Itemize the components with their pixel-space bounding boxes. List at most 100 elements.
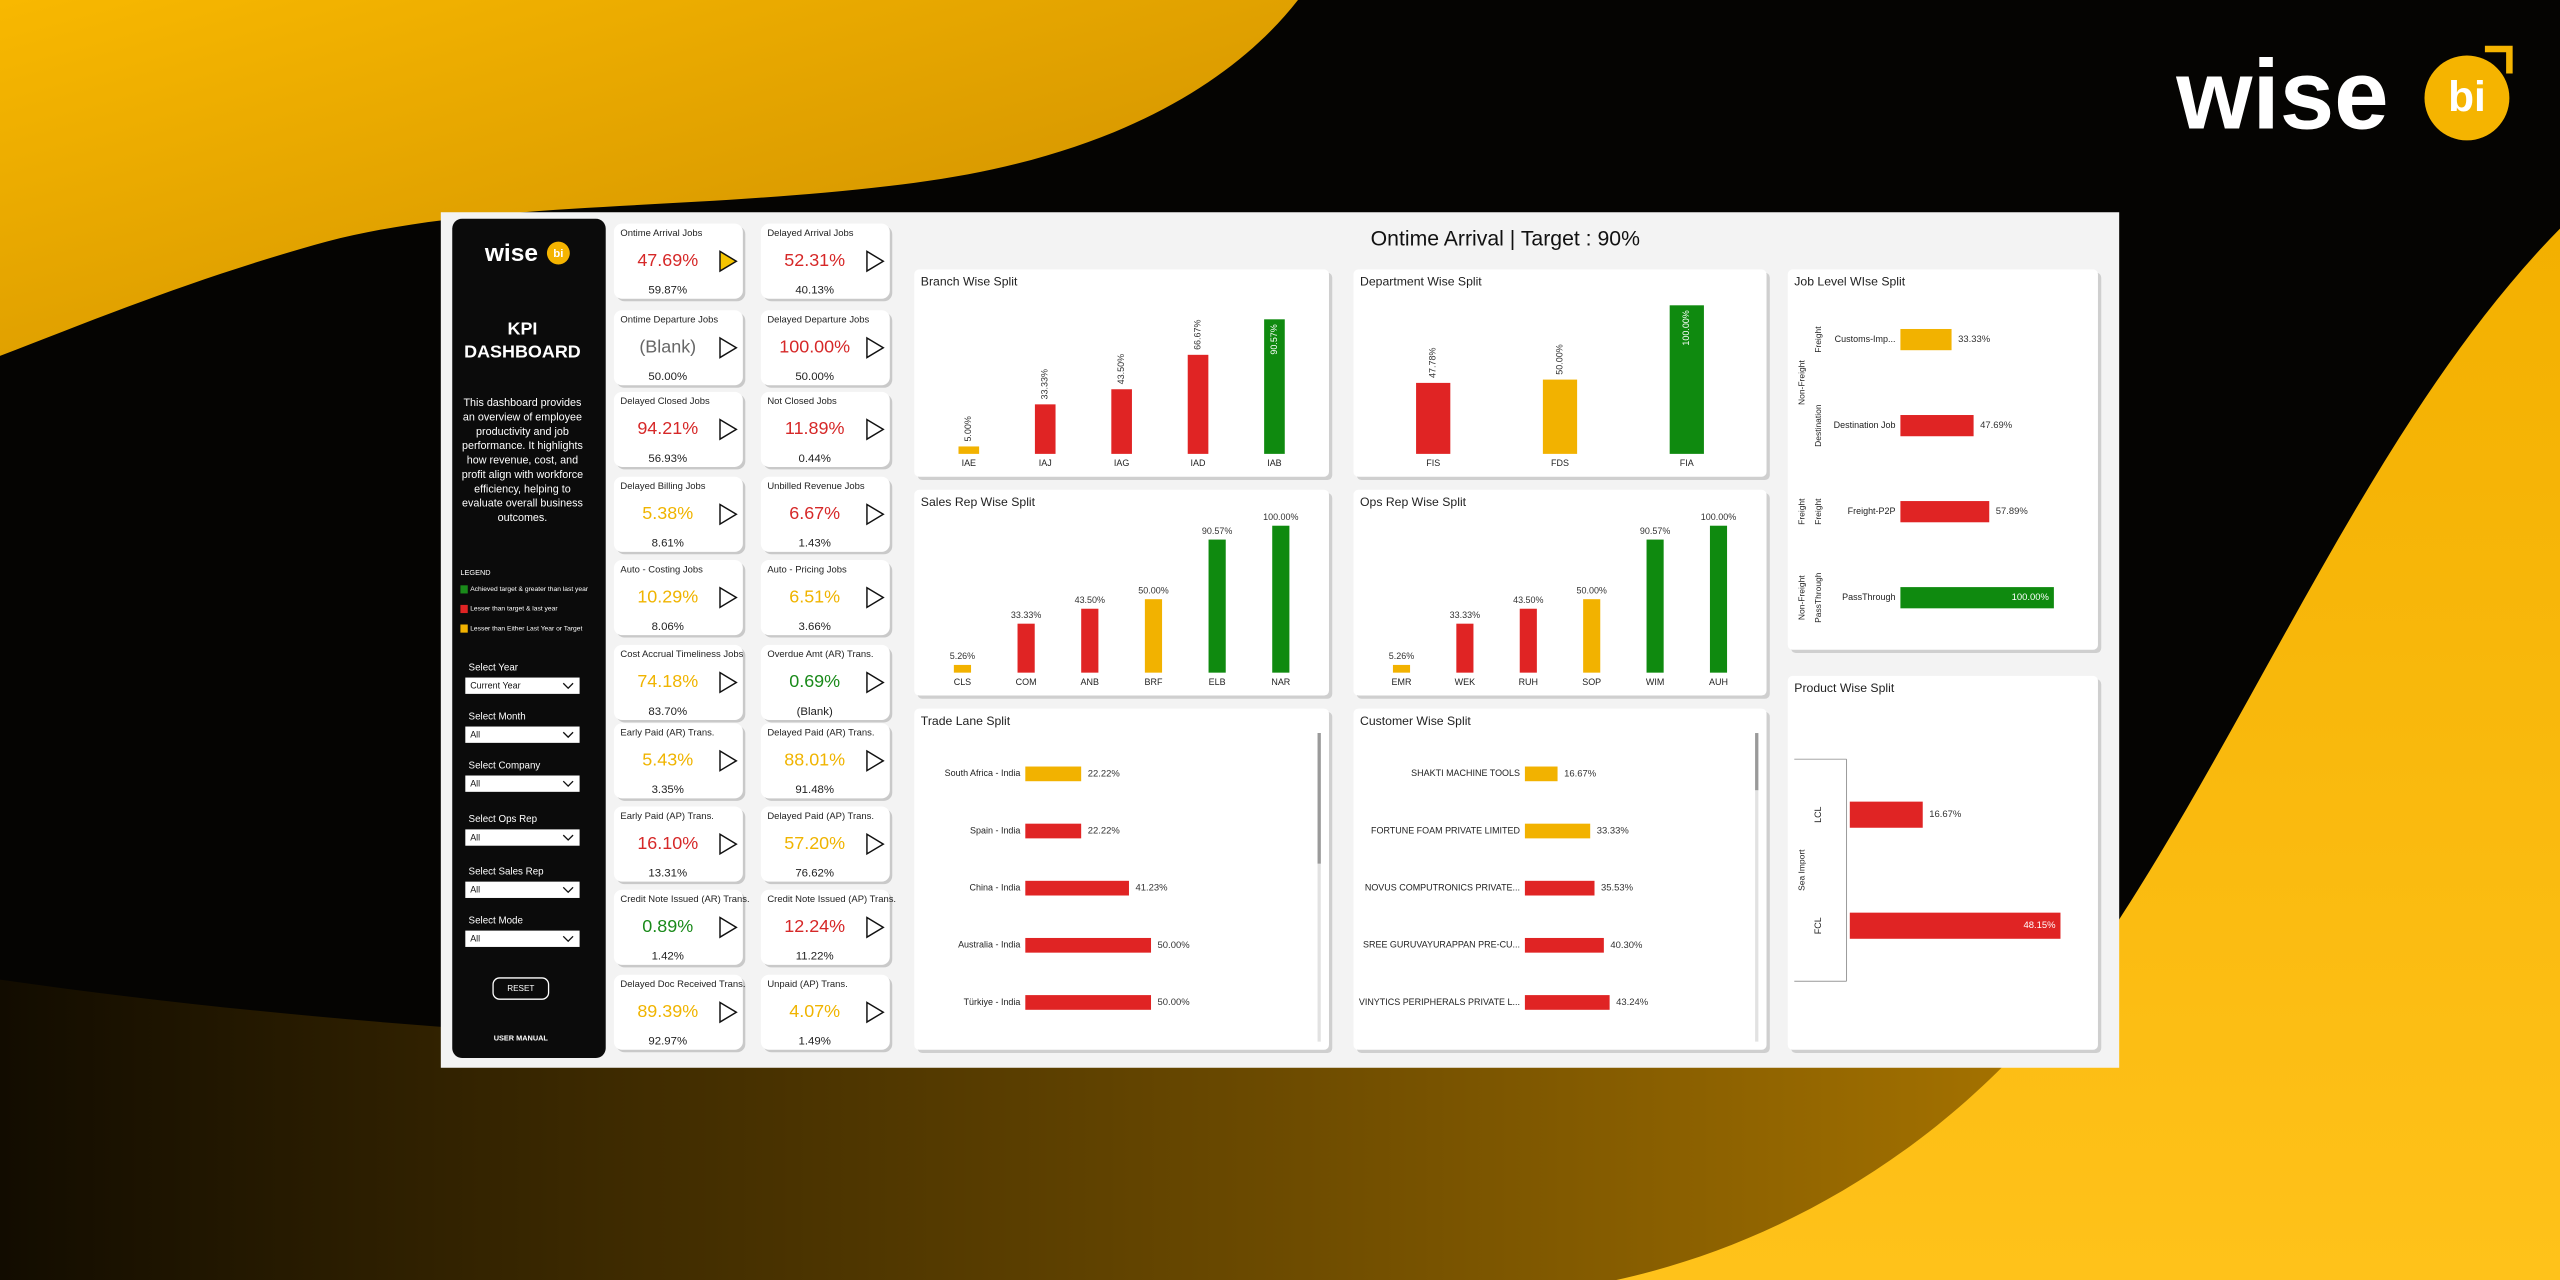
- filter-dropdown[interactable]: [465, 829, 580, 846]
- reset-button[interactable]: [492, 977, 550, 1000]
- subgroup-label: Destination: [1813, 404, 1823, 447]
- x-tick-label: IAD: [1191, 458, 1206, 468]
- kpi-card[interactable]: [613, 391, 743, 467]
- x-tick-label: IAJ: [1039, 458, 1052, 468]
- legend-label: Lesser than Either Last Year or Target: [470, 625, 582, 632]
- card-arrow[interactable]: [719, 586, 738, 609]
- filter-label: Select Sales Rep: [469, 866, 545, 877]
- card-arrow[interactable]: [866, 916, 885, 939]
- kpi-card[interactable]: [760, 644, 890, 720]
- card-sub: 76.62%: [795, 867, 834, 879]
- data-label: 33.33%: [1040, 369, 1050, 399]
- card-arrow[interactable]: [866, 832, 885, 856]
- sidebar-logo-word: wise: [484, 240, 538, 267]
- sidebar-logo-badge: [546, 241, 570, 265]
- card-sub: 1.42%: [652, 951, 684, 963]
- kpi-card[interactable]: [760, 223, 890, 299]
- card-sub: 40.13%: [795, 285, 834, 297]
- card-arrow[interactable]: [719, 832, 738, 856]
- reset-label: RESET: [507, 984, 534, 993]
- kpi-card[interactable]: [760, 723, 890, 799]
- logo-corner: [2484, 45, 2513, 74]
- card-arrow[interactable]: [719, 749, 738, 772]
- legend-label: Achieved target & greater than last year: [470, 586, 589, 593]
- user-manual-link[interactable]: USER MANUAL: [494, 1033, 549, 1042]
- card-arrow[interactable]: [866, 586, 885, 609]
- card-title: Auto - Costing Jobs: [620, 564, 703, 575]
- kpi-card[interactable]: [613, 889, 743, 965]
- data-label: 90.57%: [1640, 526, 1670, 536]
- card-arrow[interactable]: [719, 418, 738, 441]
- card-arrow[interactable]: [866, 418, 885, 441]
- bar: [1900, 328, 1952, 351]
- card-arrow[interactable]: [719, 916, 738, 939]
- kpi-card[interactable]: [613, 560, 743, 636]
- data-label: 90.57%: [1269, 324, 1279, 354]
- card-sub: 8.06%: [652, 621, 684, 633]
- kpi-card[interactable]: [760, 806, 890, 882]
- bar: [1524, 937, 1604, 953]
- card-title: Early Paid (AP) Trans.: [620, 811, 714, 822]
- data-label: 41.23%: [1136, 883, 1169, 894]
- card-value: 94.21%: [637, 418, 698, 438]
- card-arrow[interactable]: [866, 749, 885, 772]
- card-arrow[interactable]: [866, 1001, 885, 1024]
- bar: [1272, 525, 1290, 673]
- kpi-card[interactable]: [613, 310, 743, 386]
- bar: [1519, 608, 1537, 673]
- filter-label: Select Company: [469, 760, 541, 771]
- kpi-card[interactable]: [613, 974, 743, 1050]
- filter-dropdown[interactable]: [465, 881, 580, 898]
- legend-title: LEGEND: [460, 568, 490, 577]
- card-arrow[interactable]: [719, 1001, 738, 1024]
- card-arrow[interactable]: [866, 336, 885, 359]
- bar: [1034, 404, 1056, 454]
- chart-title: Trade Lane Split: [921, 714, 1011, 728]
- x-tick-label: FIA: [1680, 458, 1694, 468]
- kpi-card[interactable]: [613, 644, 743, 720]
- card-arrow[interactable]: [719, 503, 738, 526]
- dropdown-chevron: [562, 682, 574, 690]
- kpi-card[interactable]: [613, 806, 743, 882]
- sidebar-description: outcomes.: [498, 512, 548, 524]
- kpi-card[interactable]: [760, 560, 890, 636]
- kpi-card[interactable]: [760, 889, 890, 965]
- x-tick-label: BRF: [1145, 677, 1163, 687]
- legend-swatch: [460, 624, 468, 633]
- card-sub: 3.35%: [652, 784, 684, 796]
- card-title: Overdue Amt (AR) Trans.: [767, 649, 873, 660]
- filter-dropdown[interactable]: [465, 726, 580, 743]
- kpi-card[interactable]: [613, 223, 743, 299]
- card-title: Delayed Closed Jobs: [620, 396, 710, 407]
- kpi-card[interactable]: [760, 974, 890, 1050]
- sidebar-logo-badge-text: bi: [553, 248, 563, 260]
- filter-dropdown[interactable]: [465, 775, 580, 792]
- filter-label: Select Mode: [469, 915, 523, 926]
- kpi-card[interactable]: [760, 310, 890, 386]
- card-arrow[interactable]: [719, 250, 738, 273]
- bar: [1900, 501, 1990, 523]
- bar: [1669, 305, 1704, 454]
- card-arrow[interactable]: [866, 671, 885, 694]
- card-arrow[interactable]: [719, 336, 738, 359]
- kpi-card[interactable]: [613, 476, 743, 552]
- kpi-card[interactable]: [613, 723, 743, 799]
- filter-dropdown[interactable]: [465, 677, 580, 694]
- card-value: 5.38%: [642, 503, 693, 523]
- dropdown-chevron: [562, 780, 574, 788]
- data-label: 33.33%: [1450, 610, 1480, 620]
- group-label: Non-Freight: [1797, 575, 1807, 620]
- filter-dropdown[interactable]: [465, 930, 580, 947]
- bar: [1025, 823, 1082, 839]
- chart-panel: [1787, 269, 2098, 650]
- kpi-card[interactable]: [760, 391, 890, 467]
- y-tick-label: Customs-Imp...: [1835, 334, 1896, 344]
- card-title: Ontime Departure Jobs: [620, 315, 718, 326]
- card-arrow[interactable]: [866, 250, 885, 273]
- card-arrow[interactable]: [866, 503, 885, 526]
- card-arrow[interactable]: [719, 671, 738, 694]
- bar: [1646, 539, 1664, 673]
- kpi-card[interactable]: [760, 476, 890, 552]
- sidebar-description: evaluate overall business: [462, 498, 583, 510]
- filter-value: All: [470, 779, 480, 789]
